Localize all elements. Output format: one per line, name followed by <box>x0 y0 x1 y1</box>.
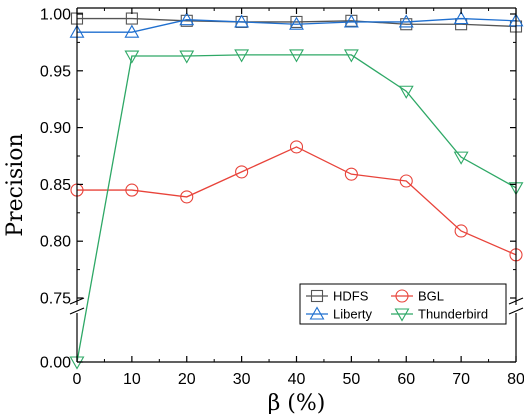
y-tick-label: 0.80 <box>40 234 71 251</box>
series-line-thunderbird <box>76 54 517 363</box>
x-tick-label: 60 <box>397 371 415 388</box>
series-thunderbird <box>69 49 524 370</box>
data-point-liberty <box>179 12 195 26</box>
series-liberty <box>69 10 524 38</box>
data-point-bgl <box>235 165 249 179</box>
series-line-liberty <box>77 17 517 33</box>
data-point-bgl <box>344 167 358 181</box>
x-tick-label: 10 <box>123 371 141 388</box>
axis-break-mark <box>508 297 524 305</box>
data-point-liberty <box>398 14 414 28</box>
legend-marker-liberty <box>309 306 325 320</box>
data-point-liberty <box>453 10 469 25</box>
legend-label-thunderbird: Thunderbird <box>418 307 488 322</box>
data-point-liberty <box>124 24 140 38</box>
axis-break-mark <box>69 297 85 305</box>
y-tick-label: 0.85 <box>40 177 71 194</box>
x-tick-label: 30 <box>233 371 251 388</box>
legend-box <box>299 283 507 325</box>
data-point-bgl <box>399 174 413 188</box>
y-tick-label: 0.75 <box>40 291 71 308</box>
data-point-liberty <box>234 14 250 28</box>
data-point-liberty <box>289 16 304 30</box>
data-point-thunderbird <box>343 49 359 63</box>
data-point-thunderbird <box>234 49 250 63</box>
data-point-thunderbird <box>124 50 140 64</box>
data-point-thunderbird <box>398 85 414 99</box>
legend-marker-hdfs <box>310 289 324 303</box>
x-tick-label: 20 <box>178 371 196 388</box>
axis-break-mark <box>69 307 85 315</box>
legend-marker-thunderbird <box>394 308 410 322</box>
data-point-thunderbird <box>179 50 195 64</box>
series-line-bgl <box>77 146 517 256</box>
legend-item-hdfs: HDFS <box>306 289 369 304</box>
data-point-liberty <box>343 14 359 28</box>
data-point-hdfs <box>290 15 303 29</box>
x-tick-label: 50 <box>342 371 360 388</box>
legend: HDFS BGL Liberty Thunderbird <box>299 283 507 325</box>
data-point-thunderbird <box>289 49 304 63</box>
legend-label-liberty: Liberty <box>333 307 373 322</box>
legend-item-thunderbird: Thunderbird <box>391 307 488 322</box>
axis-break-mark <box>508 307 524 315</box>
legend-marker-bgl <box>395 289 409 303</box>
axes: 0 10 20 30 40 50 60 70 80 0.00 0.75 0.80 0.85 0.90 0.9… <box>40 7 524 389</box>
x-tick-label: 70 <box>452 371 470 388</box>
legend-label-bgl: BGL <box>418 289 444 304</box>
data-point-bgl <box>454 224 468 238</box>
y-tick-label: 0.00 <box>40 355 71 372</box>
legend-label-hdfs: HDFS <box>333 289 369 304</box>
series-line-hdfs <box>77 17 517 28</box>
y-axis-title: Precision <box>3 133 28 236</box>
x-tick-label: 0 <box>73 371 82 388</box>
y-tick-label: 0.95 <box>40 63 71 80</box>
series-bgl <box>70 140 523 262</box>
data-point-bgl <box>180 190 194 204</box>
data-point-bgl <box>289 140 304 154</box>
x-axis-title: β (%) <box>268 391 326 414</box>
data-point-bgl <box>125 183 139 197</box>
data-point-thunderbird <box>453 151 469 165</box>
x-tick-label: 80 <box>507 371 524 388</box>
legend-item-bgl: BGL <box>391 289 444 304</box>
x-tick-label: 40 <box>288 371 306 388</box>
legend-item-liberty: Liberty <box>306 306 373 322</box>
y-tick-label: 1.00 <box>40 7 71 24</box>
y-tick-label: 0.90 <box>40 120 71 137</box>
